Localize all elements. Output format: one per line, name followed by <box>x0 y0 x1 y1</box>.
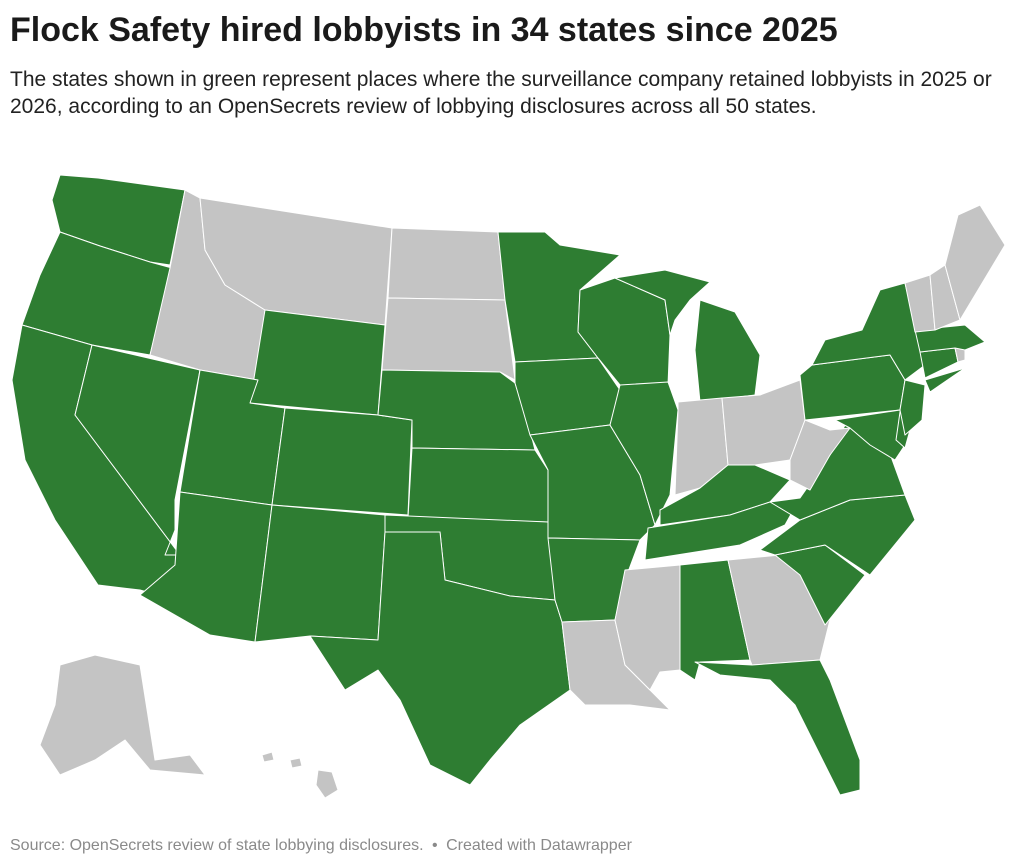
state-WV[interactable] <box>789 419 851 491</box>
state-KS[interactable] <box>407 447 549 523</box>
state-FL[interactable] <box>694 659 861 796</box>
datawrapper-credit-link[interactable]: Created with Datawrapper <box>446 837 632 854</box>
state-ME[interactable] <box>944 204 1006 321</box>
source-note: Source: OpenSecrets review of state lobb… <box>10 837 424 854</box>
state-TX[interactable] <box>309 531 571 786</box>
footer-separator: • <box>432 837 438 854</box>
map-title: Flock Safety hired lobbyists in 34 state… <box>10 11 838 49</box>
state-AK[interactable] <box>39 654 206 776</box>
state-CO[interactable] <box>271 407 413 516</box>
state-SD[interactable] <box>381 297 516 381</box>
state-NM[interactable] <box>254 504 386 643</box>
us-states-map <box>0 165 1024 830</box>
state-WY[interactable] <box>249 309 386 416</box>
map-footer: Source: OpenSecrets review of state lobb… <box>10 836 1010 856</box>
state-IA[interactable] <box>514 357 621 436</box>
state-ND[interactable] <box>387 227 506 301</box>
state-HI[interactable] <box>261 751 339 799</box>
state-MA[interactable] <box>914 324 986 353</box>
state-NV[interactable] <box>74 344 201 556</box>
map-subtitle: The states shown in green represent plac… <box>10 68 992 118</box>
state-NJ[interactable] <box>899 379 926 436</box>
